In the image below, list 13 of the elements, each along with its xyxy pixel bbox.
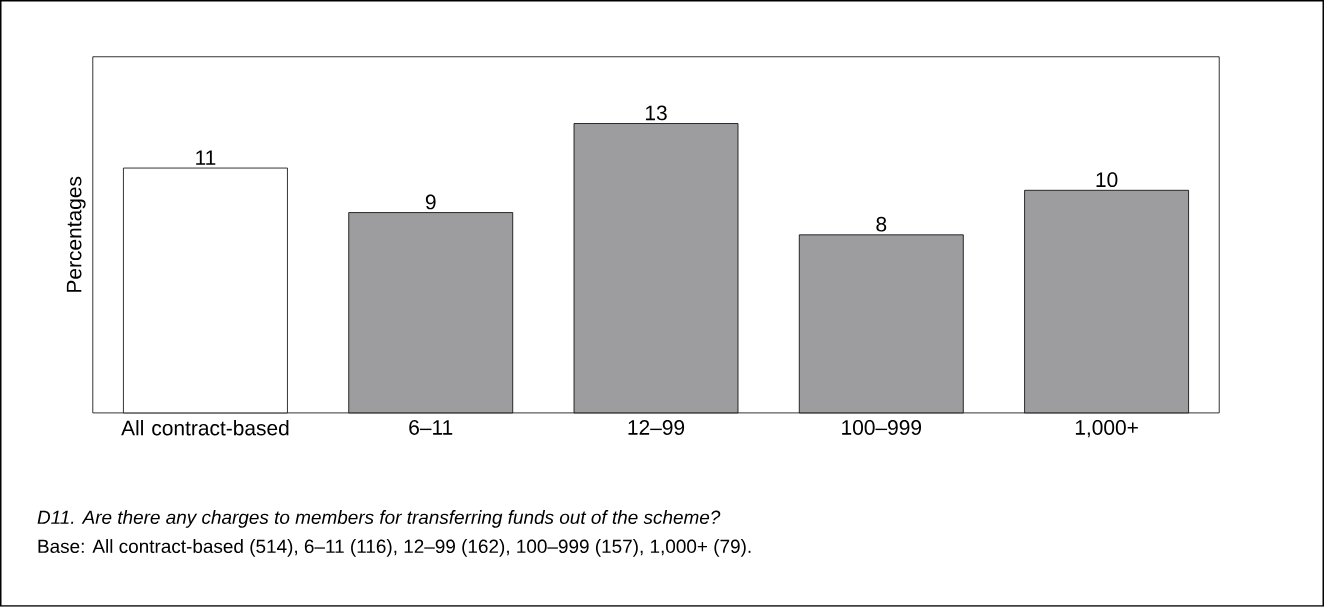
x-tick-label: 100–999 — [842, 420, 922, 436]
text: D11. Are there any charges to members for transferring funds out of the scheme? — [37, 510, 721, 528]
data-label: 9 — [425, 194, 436, 210]
x-tick-label: 1,000+ — [1075, 420, 1138, 438]
data-label: 10 — [1096, 172, 1118, 188]
y-axis-title: Percentages — [66, 176, 86, 292]
x-tick-label: 12–99 — [628, 420, 685, 436]
x-tick-label: All contract-based — [121, 420, 289, 436]
data-label: 8 — [876, 216, 887, 232]
x-tick-label: 6–11 — [409, 420, 453, 436]
data-label: 13 — [645, 105, 667, 121]
text: Base: All contract-based (514), 6–11 (116), 12–99 (162), 100–999 (157), 1,000+ (79). — [38, 539, 751, 557]
data-label: 11 — [196, 150, 216, 165]
